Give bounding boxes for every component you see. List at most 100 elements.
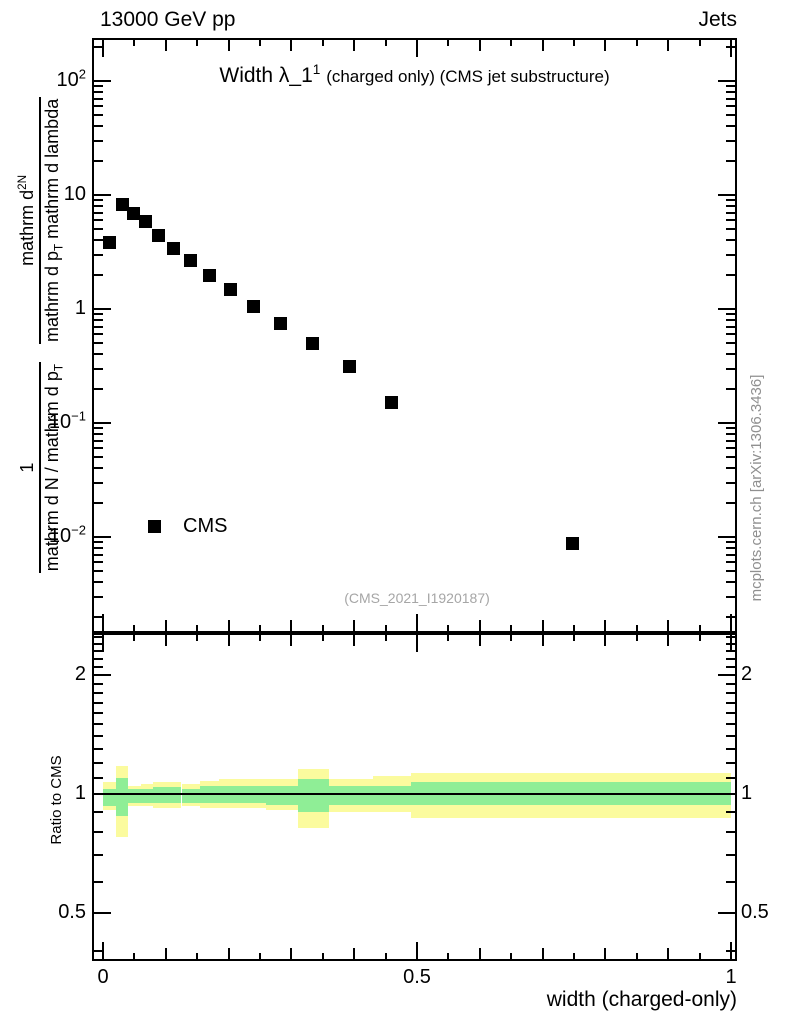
axis-tick	[718, 674, 735, 676]
axis-tick	[94, 682, 103, 685]
axis-tick	[541, 40, 544, 51]
axis-tick	[416, 942, 418, 959]
axis-tick	[604, 948, 607, 959]
axis-tick	[94, 447, 103, 450]
uncertainty-band-inner	[165, 787, 182, 803]
axis-tick	[94, 561, 103, 564]
axis-tick	[321, 625, 324, 631]
axis-tick	[94, 194, 111, 196]
axis-tick	[447, 625, 450, 631]
uncertainty-band-inner	[115, 777, 129, 816]
axis-tick	[726, 45, 735, 48]
axis-tick	[94, 433, 103, 436]
axis-tick	[133, 635, 136, 641]
axis-tick	[102, 614, 104, 631]
axis-tick	[726, 273, 735, 276]
axis-tick	[726, 342, 735, 345]
axis-tick	[726, 811, 735, 814]
axis-tick	[94, 439, 103, 442]
data-point	[202, 269, 216, 283]
axis-tick	[447, 40, 450, 46]
axis-tick	[726, 467, 735, 470]
axis-tick	[726, 253, 735, 256]
uncertainty-band-inner	[297, 779, 330, 813]
uncertainty-band-inner	[181, 788, 201, 803]
axis-tick	[94, 635, 103, 638]
axis-tick	[259, 625, 261, 631]
axis-tick	[447, 953, 450, 959]
axis-tick	[94, 427, 103, 430]
axis-tick	[94, 831, 103, 834]
axis-tick	[133, 953, 136, 959]
axis-tick	[94, 333, 103, 336]
axis-tick	[726, 97, 735, 100]
axis-tick	[353, 948, 356, 959]
axis-tick	[726, 211, 735, 214]
axis-tick	[635, 40, 638, 46]
ratio-tick-label: 1	[74, 782, 86, 804]
axis-tick	[726, 228, 735, 231]
axis-tick	[726, 831, 735, 834]
axis-tick	[416, 614, 418, 631]
y-tick-label: 1	[74, 297, 86, 319]
axis-tick	[227, 635, 230, 646]
axis-tick	[416, 40, 418, 57]
axis-tick	[94, 45, 103, 48]
axis-tick	[726, 219, 735, 222]
axis-tick	[726, 650, 735, 652]
axis-tick	[726, 456, 735, 459]
axis-tick	[604, 40, 607, 51]
axis-tick	[353, 40, 356, 51]
axis-tick	[726, 205, 735, 208]
reference-line	[94, 793, 735, 795]
axis-tick	[416, 635, 418, 652]
axis-tick	[541, 620, 544, 631]
axis-tick	[353, 635, 356, 646]
axis-tick	[94, 422, 111, 424]
mcplots-note: mcplots.cern.ch [arXiv:1306.3436]	[748, 374, 765, 602]
axis-tick	[573, 953, 575, 959]
ratio-tick-label: 0.5	[58, 900, 86, 923]
axis-tick	[573, 40, 575, 46]
axis-tick	[94, 325, 103, 328]
axis-tick	[726, 125, 735, 128]
data-point	[274, 316, 288, 330]
uncertainty-band-inner	[266, 785, 298, 805]
axis-tick	[196, 635, 199, 641]
data-point	[152, 229, 166, 243]
axis-tick	[510, 953, 513, 959]
ratio-tick-label: 1	[741, 782, 753, 804]
axis-tick	[730, 40, 732, 57]
axis-tick	[726, 570, 735, 573]
axis-tick	[94, 97, 103, 100]
axis-tick	[290, 620, 293, 631]
axis-tick	[94, 761, 103, 764]
axis-tick	[259, 635, 261, 641]
axis-tick	[94, 541, 103, 544]
axis-tick	[726, 595, 735, 598]
x-axis-label: width (charged-only)	[546, 988, 737, 1011]
axis-tick	[726, 91, 735, 94]
axis-tick	[384, 953, 387, 959]
axis-tick	[726, 481, 735, 484]
axis-tick	[94, 456, 103, 459]
axis-tick	[94, 701, 103, 704]
axis-tick	[94, 319, 103, 322]
axis-tick	[94, 547, 103, 550]
axis-tick	[726, 541, 735, 544]
axis-tick	[196, 953, 199, 959]
axis-tick	[353, 620, 356, 631]
axis-tick	[478, 948, 481, 959]
axis-tick	[718, 911, 735, 914]
axis-tick	[726, 105, 735, 108]
uncertainty-band-inner	[153, 787, 166, 803]
axis-tick	[94, 219, 103, 222]
axis-tick	[94, 353, 103, 356]
axis-tick	[94, 125, 103, 128]
axis-tick	[94, 747, 103, 750]
main-panel	[92, 38, 737, 633]
data-point	[223, 283, 237, 297]
axis-tick	[635, 635, 638, 641]
axis-tick	[94, 342, 103, 345]
ratio-panel	[92, 633, 737, 961]
